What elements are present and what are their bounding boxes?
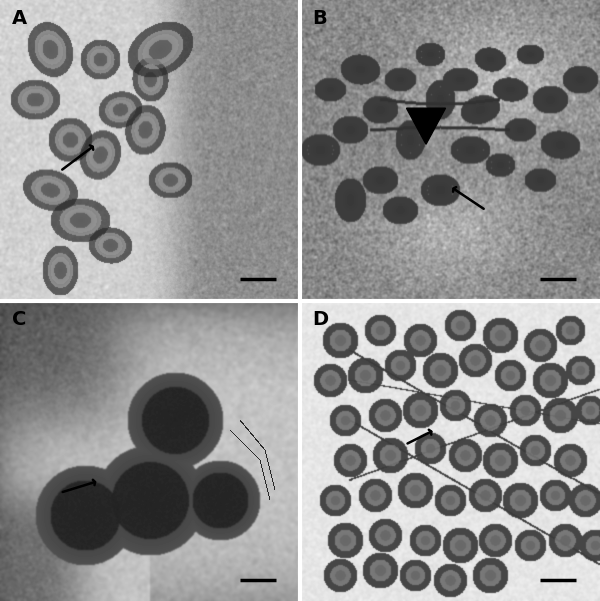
Text: A: A (12, 9, 27, 28)
Polygon shape (407, 108, 445, 144)
Text: D: D (312, 310, 328, 329)
Text: C: C (12, 310, 26, 329)
Text: B: B (312, 9, 327, 28)
